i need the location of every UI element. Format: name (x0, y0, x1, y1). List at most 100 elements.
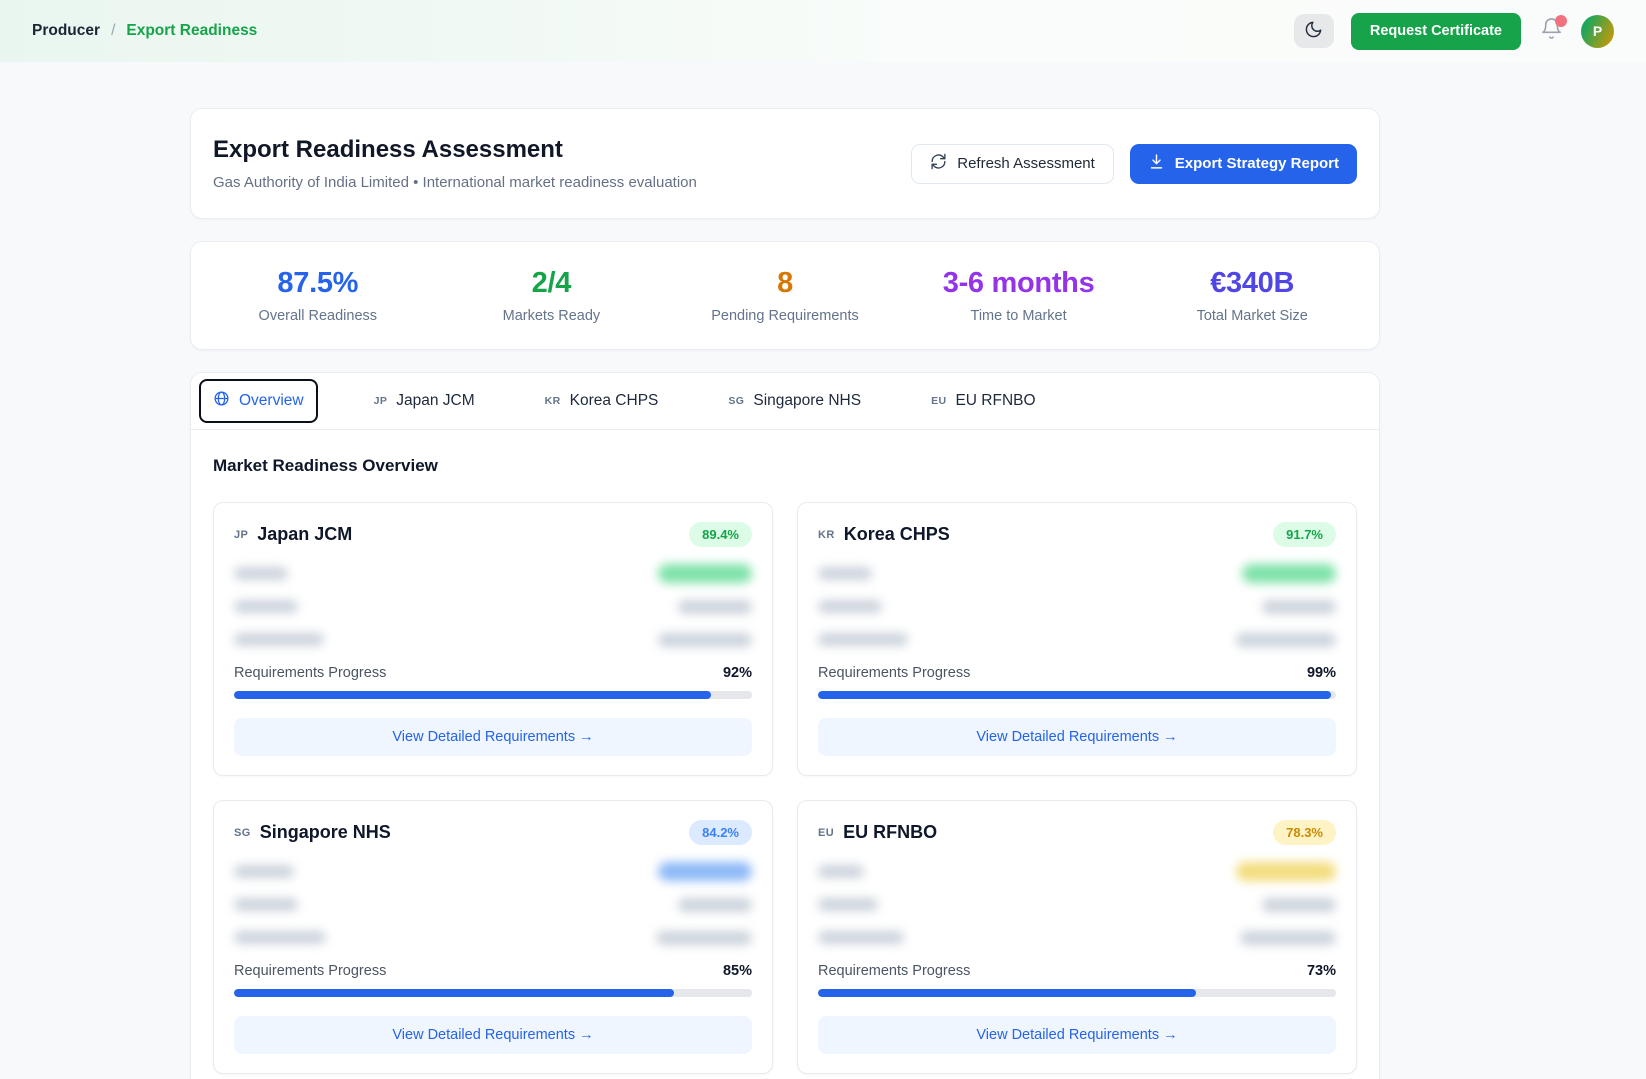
progress-bar-fill (234, 989, 675, 997)
market-card-header: SG Singapore NHS 84.2% (234, 820, 752, 845)
refresh-assessment-button[interactable]: Refresh Assessment (911, 143, 1114, 184)
redacted-row (818, 630, 1336, 649)
redacted-label (234, 633, 324, 646)
main-panel: Overview JP Japan JCM KR Korea CHPS SG S… (190, 372, 1380, 1079)
tab-prefix: SG (728, 395, 745, 407)
market-tabs: Overview JP Japan JCM KR Korea CHPS SG S… (191, 373, 1379, 430)
progress-row: Requirements Progress 99% (818, 665, 1336, 681)
moon-icon (1304, 20, 1323, 42)
progress-bar (818, 691, 1336, 699)
market-name: Japan JCM (257, 524, 353, 544)
market-card-eu-rfnbo: EU EU RFNBO 78.3% Requirements Progress … (797, 800, 1357, 1074)
market-name: Singapore NHS (259, 822, 391, 842)
tab-japan-jcm[interactable]: JP Japan JCM (360, 381, 489, 421)
market-name: Korea CHPS (843, 524, 950, 544)
redacted-row (234, 564, 752, 583)
market-country-code: SG (234, 826, 251, 839)
redacted-label (234, 567, 288, 580)
page-header-text: Export Readiness Assessment Gas Authorit… (213, 136, 697, 191)
dark-mode-toggle[interactable] (1293, 14, 1334, 48)
tab-korea-chps[interactable]: KR Korea CHPS (531, 381, 673, 421)
breadcrumb-parent[interactable]: Producer (32, 22, 101, 39)
tab-overview[interactable]: Overview (199, 379, 318, 423)
market-card-korea-chps: KR Korea CHPS 91.7% Requirements Progres… (797, 502, 1357, 776)
stat-label: Overall Readiness (258, 308, 378, 324)
readiness-badge: 84.2% (689, 820, 752, 845)
progress-value: 92% (722, 665, 752, 681)
market-card-japan-jcm: JP Japan JCM 89.4% Requirements Progress… (213, 502, 773, 776)
tab-label: Singapore NHS (753, 392, 862, 409)
notification-dot (1555, 15, 1567, 27)
avatar[interactable]: P (1581, 14, 1614, 48)
redacted-label (818, 865, 864, 878)
stat-value: 8 (777, 267, 793, 299)
progress-label: Requirements Progress (234, 665, 387, 681)
progress-value: 73% (1306, 963, 1336, 979)
redacted-row (818, 928, 1336, 947)
tab-label: Overview (239, 392, 304, 409)
market-name: EU RFNBO (843, 822, 938, 842)
redacted-label (818, 633, 908, 646)
readiness-badge: 91.7% (1273, 522, 1336, 547)
redacted-details (818, 564, 1336, 649)
stats-panel: 87.5% Overall Readiness 2/4 Markets Read… (190, 241, 1380, 350)
stat-value: 3-6 months (942, 267, 1095, 299)
bell-icon (1540, 17, 1563, 45)
redacted-value (1240, 930, 1336, 945)
tab-label: Japan JCM (396, 392, 475, 409)
stat-label: Pending Requirements (711, 308, 859, 324)
stat-markets-ready: 2/4 Markets Ready (435, 267, 669, 324)
page-header-panel: Export Readiness Assessment Gas Authorit… (190, 108, 1380, 219)
readiness-badge: 78.3% (1273, 820, 1336, 845)
market-country-code: KR (818, 528, 835, 541)
progress-row: Requirements Progress 92% (234, 665, 752, 681)
redacted-value (658, 564, 752, 583)
market-card-header: KR Korea CHPS 91.7% (818, 522, 1336, 547)
view-detailed-requirements-button[interactable]: View Detailed Requirements → (818, 1016, 1336, 1054)
redacted-label (234, 898, 298, 911)
stat-time-to-market: 3-6 months Time to Market (902, 267, 1136, 324)
redacted-row (234, 928, 752, 947)
redacted-value (658, 632, 752, 647)
export-strategy-report-button[interactable]: Export Strategy Report (1129, 143, 1357, 184)
redacted-value (658, 862, 752, 881)
view-detailed-requirements-button[interactable]: View Detailed Requirements → (234, 1016, 752, 1054)
progress-row: Requirements Progress 85% (234, 963, 752, 979)
redacted-value (1236, 862, 1336, 881)
progress-bar-fill (818, 691, 1331, 699)
redacted-label (818, 931, 904, 944)
view-detailed-requirements-button[interactable]: View Detailed Requirements → (818, 718, 1336, 756)
redacted-details (234, 862, 752, 947)
progress-bar (234, 989, 752, 997)
redacted-row (234, 895, 752, 914)
notifications-button[interactable] (1538, 15, 1567, 45)
progress-label: Requirements Progress (818, 665, 971, 681)
tab-label: EU RFNBO (955, 392, 1036, 409)
redacted-row (818, 862, 1336, 881)
page-header-actions: Refresh Assessment Export Strategy Repor… (911, 143, 1357, 184)
request-certificate-button[interactable]: Request Certificate (1350, 12, 1521, 50)
globe-icon (213, 390, 230, 412)
redacted-row (234, 597, 752, 616)
redacted-row (234, 630, 752, 649)
redacted-label (818, 600, 882, 613)
export-strategy-report-label: Export Strategy Report (1174, 155, 1339, 172)
refresh-icon (930, 153, 947, 174)
tab-eu-rfnbo[interactable]: EU EU RFNBO (917, 381, 1049, 421)
redacted-row (818, 597, 1336, 616)
stat-value: 87.5% (277, 267, 359, 299)
topbar: Producer / Export Readiness Request Cert… (0, 0, 1646, 62)
page-subtitle: Gas Authority of India Limited • Interna… (213, 174, 697, 191)
tab-prefix: EU (931, 395, 947, 407)
stat-overall-readiness: 87.5% Overall Readiness (201, 267, 435, 324)
page-title: Export Readiness Assessment (213, 136, 563, 163)
redacted-value (678, 897, 752, 912)
redacted-value (1262, 599, 1336, 614)
view-detailed-requirements-button[interactable]: View Detailed Requirements → (234, 718, 752, 756)
redacted-label (818, 567, 872, 580)
redacted-label (234, 865, 294, 878)
tab-singapore-nhs[interactable]: SG Singapore NHS (714, 381, 875, 421)
tab-prefix: JP (373, 395, 388, 407)
stat-label: Markets Ready (502, 308, 601, 324)
stat-pending-requirements: 8 Pending Requirements (668, 267, 902, 324)
